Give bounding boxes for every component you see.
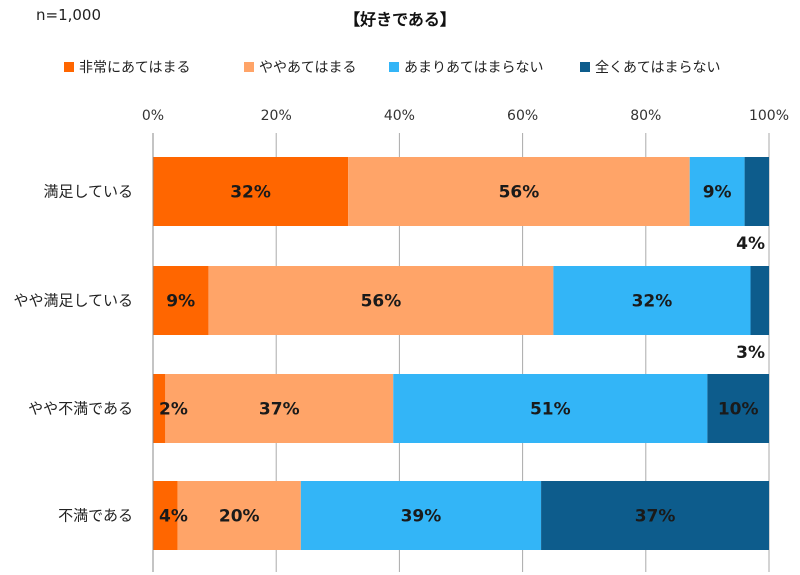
data-label: 3% [736, 343, 765, 363]
legend-label-2: ややあてはまる [259, 60, 356, 76]
legend-swatch-4 [580, 62, 590, 72]
data-label: 37% [635, 507, 676, 527]
bar-segment [153, 481, 178, 550]
legend-label-3: あまりあてはまらない [404, 60, 543, 76]
legend-label-1: 非常にあてはまる [79, 60, 190, 76]
bar-segment [750, 266, 769, 335]
bar-segment [177, 481, 301, 550]
bar-segment [689, 157, 745, 226]
bar-segment [744, 157, 769, 226]
x-tick-label: 60% [507, 108, 538, 124]
data-label: 10% [718, 400, 759, 420]
category-label: 不満である [58, 507, 133, 525]
data-label: 4% [736, 234, 765, 254]
category-label: 満足している [43, 183, 133, 201]
legend-swatch-1 [64, 62, 74, 72]
chart-title: 【好きである】 [344, 10, 456, 29]
bar-segment [707, 374, 769, 443]
bar-segment [300, 481, 542, 550]
data-label: 4% [159, 507, 188, 527]
category-label: やや満足している [13, 292, 133, 310]
x-tick-label: 80% [630, 108, 661, 124]
x-tick-label: 20% [261, 108, 292, 124]
x-tick-label: 40% [384, 108, 415, 124]
bar-segment [553, 266, 751, 335]
data-label: 9% [703, 183, 732, 203]
data-label: 56% [499, 183, 540, 203]
data-label: 56% [361, 292, 402, 312]
bar-segment [153, 374, 166, 443]
data-label: 32% [230, 183, 271, 203]
bar-segment [348, 157, 690, 226]
bar-segment [153, 157, 349, 226]
data-label: 37% [259, 400, 300, 420]
data-label: 9% [166, 292, 195, 312]
sample-size-label: n=1,000 [36, 6, 102, 24]
legend-swatch-3 [389, 62, 399, 72]
bar-segment [153, 266, 209, 335]
data-label: 20% [219, 507, 260, 527]
x-tick-label: 0% [142, 108, 164, 124]
bar-segment [541, 481, 769, 550]
data-label: 51% [530, 400, 571, 420]
x-tick-label: 100% [749, 108, 789, 124]
data-label: 2% [159, 400, 188, 420]
bar-segment [165, 374, 394, 443]
bar-segment [393, 374, 708, 443]
category-label: やや不満である [28, 400, 133, 418]
data-label: 39% [401, 507, 442, 527]
bar-segment [208, 266, 554, 335]
legend-label-4: 全くあてはまらない [595, 59, 720, 76]
legend-swatch-2 [244, 62, 254, 72]
data-label: 32% [632, 292, 673, 312]
